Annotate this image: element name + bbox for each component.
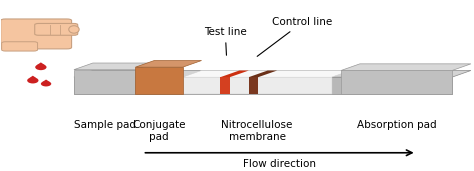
Text: Test line: Test line (204, 27, 246, 55)
Polygon shape (74, 70, 136, 94)
Text: Absorption pad: Absorption pad (357, 120, 437, 130)
Ellipse shape (27, 77, 38, 83)
Polygon shape (220, 70, 249, 77)
Polygon shape (74, 77, 452, 94)
Ellipse shape (69, 26, 79, 33)
Polygon shape (341, 70, 452, 94)
Text: Flow direction: Flow direction (243, 159, 316, 169)
Ellipse shape (35, 64, 46, 70)
FancyBboxPatch shape (1, 42, 37, 51)
Polygon shape (136, 61, 201, 67)
Polygon shape (249, 77, 258, 94)
Text: Control line: Control line (257, 17, 333, 56)
Text: Sample pad: Sample pad (73, 120, 136, 130)
Text: Nitrocellulose
membrane: Nitrocellulose membrane (221, 120, 293, 142)
FancyBboxPatch shape (0, 19, 72, 49)
Polygon shape (341, 64, 471, 70)
Polygon shape (29, 76, 37, 78)
Text: Conjugate
pad: Conjugate pad (132, 120, 186, 142)
Polygon shape (37, 62, 45, 65)
Polygon shape (220, 77, 230, 94)
Polygon shape (74, 63, 155, 70)
Polygon shape (136, 67, 182, 94)
Polygon shape (249, 70, 277, 77)
Polygon shape (182, 70, 350, 77)
FancyBboxPatch shape (35, 23, 78, 35)
Polygon shape (74, 70, 471, 77)
Polygon shape (182, 77, 331, 94)
Ellipse shape (41, 81, 51, 87)
Polygon shape (43, 80, 50, 82)
